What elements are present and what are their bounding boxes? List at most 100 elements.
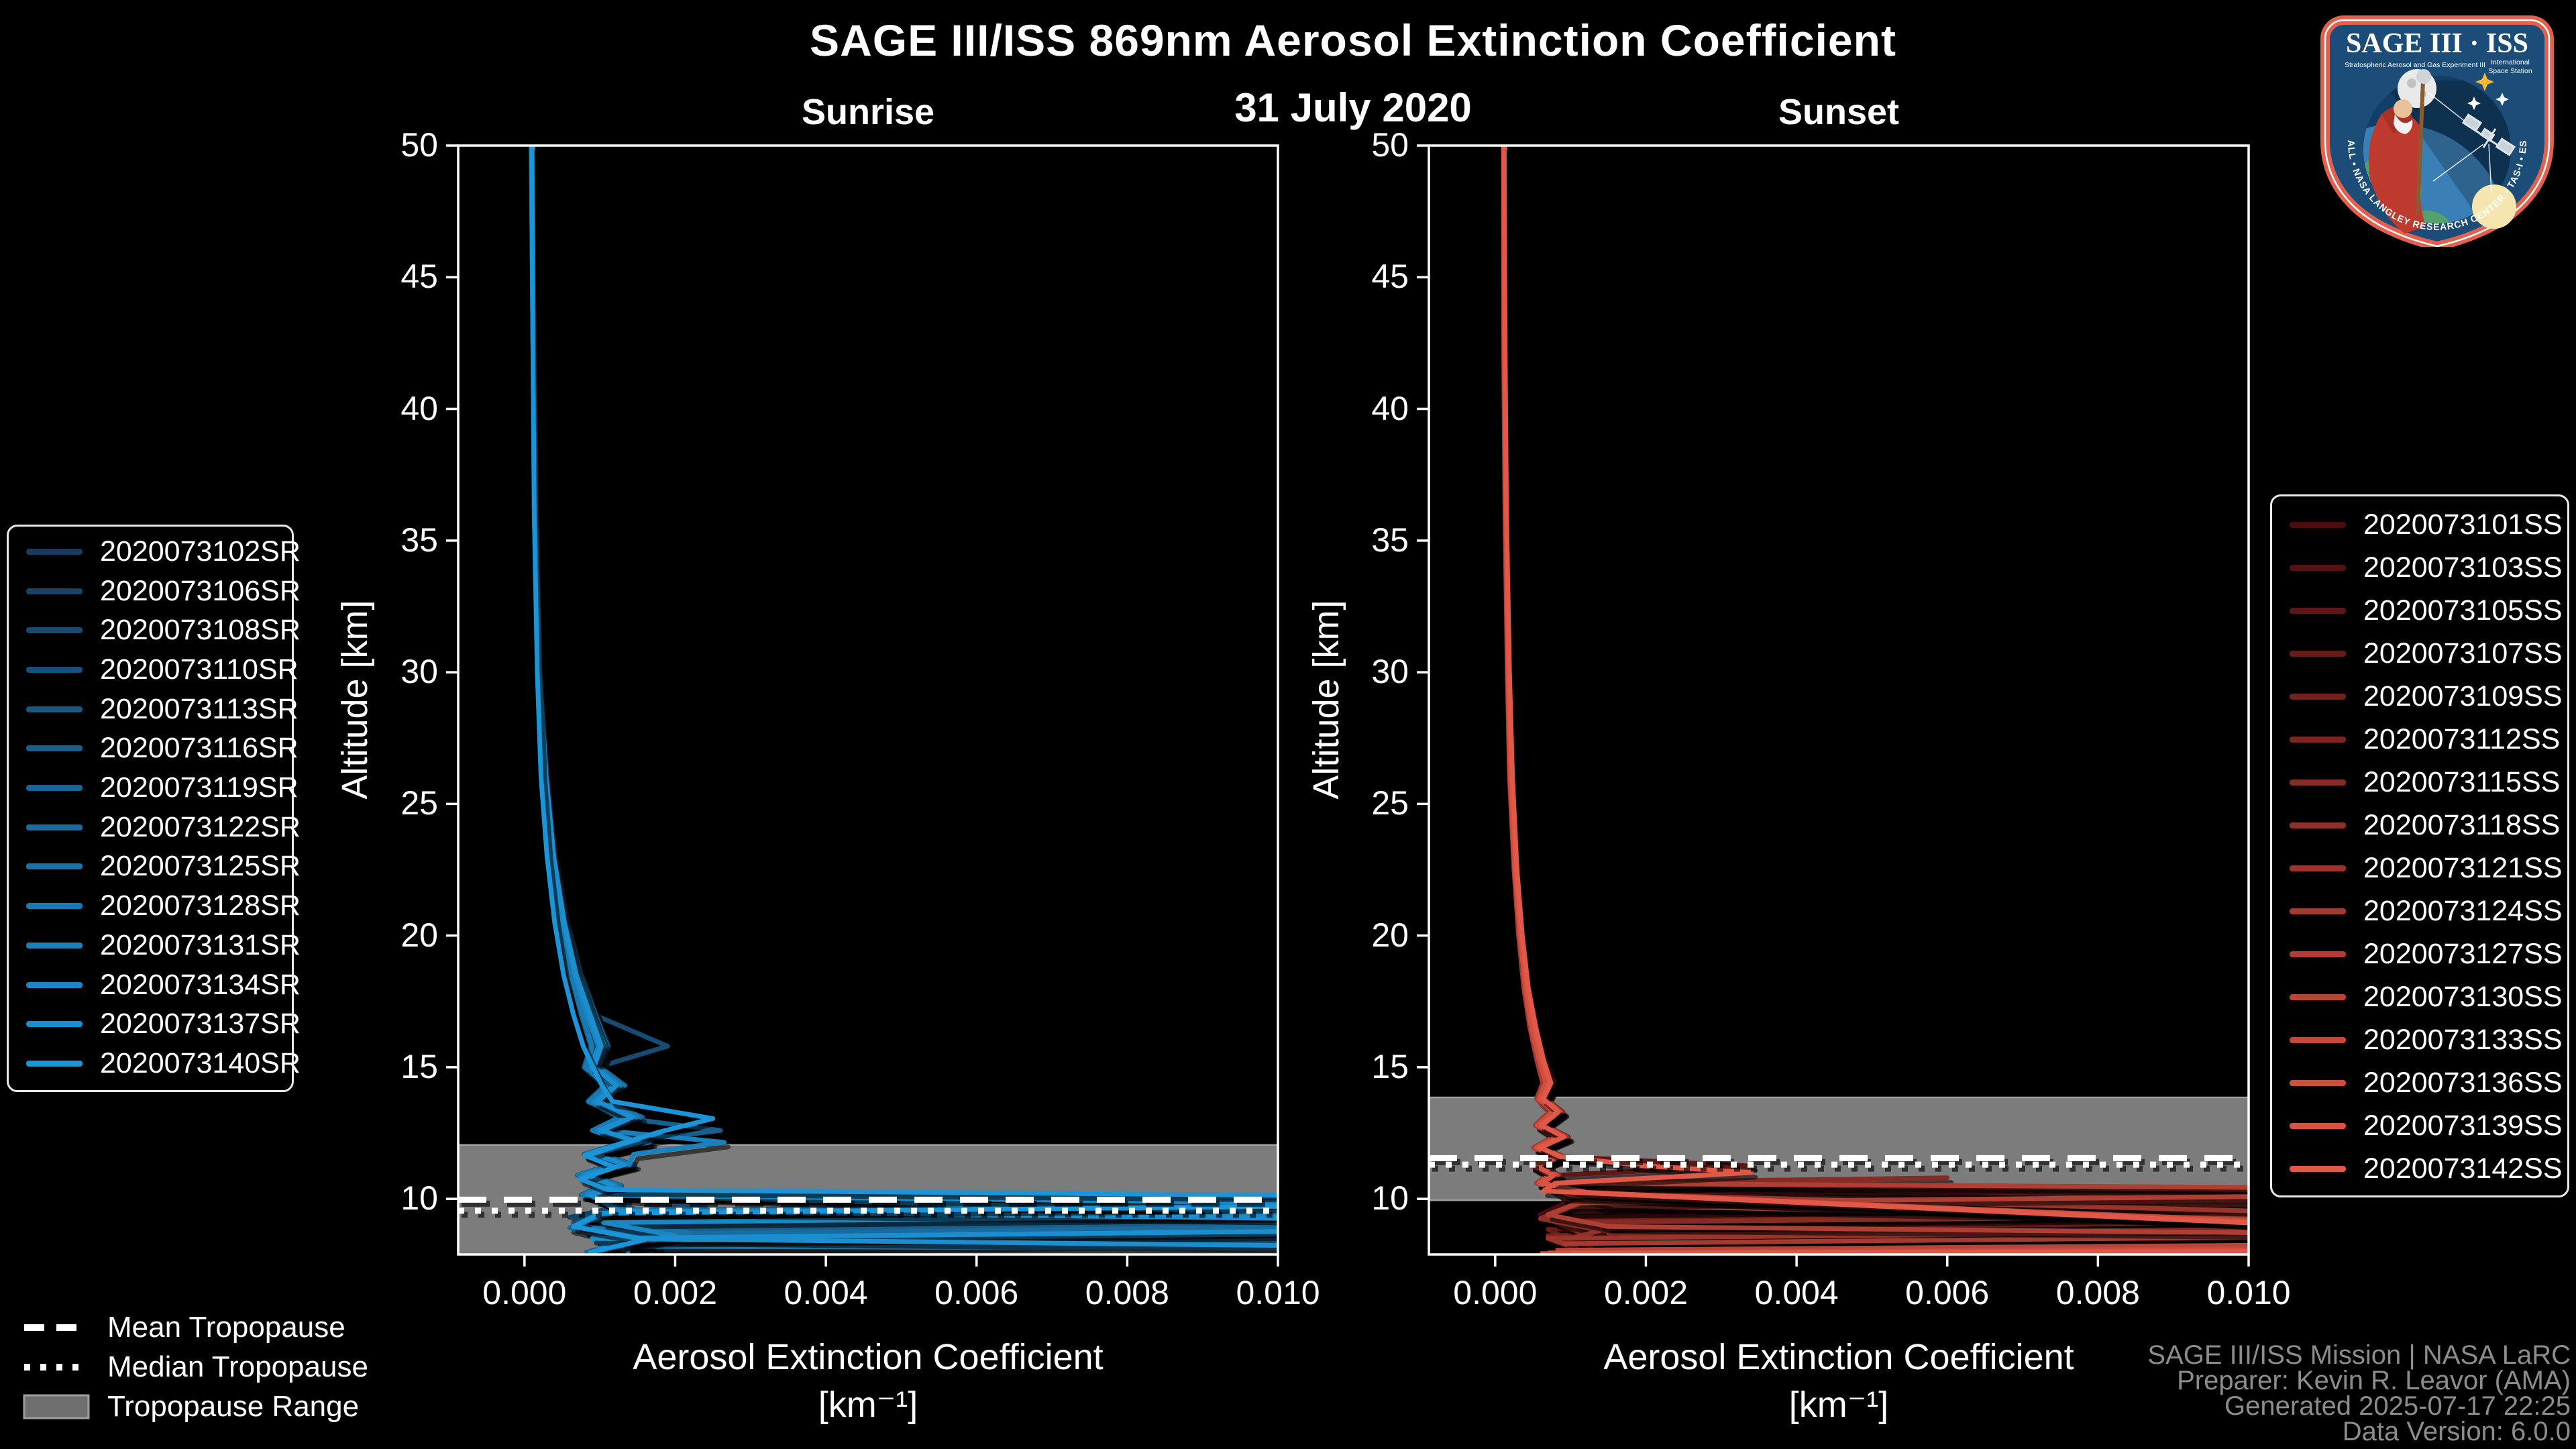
profile-line-2020073122SR xyxy=(529,146,1278,1250)
logo-subtitle-left: Stratospheric Aerosol and Gas Experiment… xyxy=(2345,61,2485,69)
patch-figure xyxy=(2368,69,2431,233)
legend-item: 2020073105SS xyxy=(2272,589,2567,632)
legend-line-swatch xyxy=(26,785,83,792)
legend-item-label: 2020073130SS xyxy=(2363,980,2563,1013)
legend-item-label: 2020073107SS xyxy=(2363,637,2563,669)
legend-item-label: 2020073110SR xyxy=(100,653,299,686)
legend-item: 2020073112SS xyxy=(2272,718,2567,761)
legend-item-label: 2020073137SR xyxy=(100,1008,301,1040)
legend-item: 2020073125SR xyxy=(9,847,301,887)
legend-item-label: 2020073140SR xyxy=(100,1046,301,1079)
y-tick-label: 45 xyxy=(1371,258,1409,296)
x-tick-label: 0.008 xyxy=(2055,1274,2140,1311)
legend-item: 2020073110SR xyxy=(9,650,299,690)
legend-item: 2020073133SS xyxy=(2272,1018,2567,1061)
profile-shadow xyxy=(533,150,1278,1252)
legend-line-swatch xyxy=(2290,1036,2346,1043)
legend-item-label: Median Tropopause xyxy=(107,1350,368,1383)
profile-shadow xyxy=(533,150,1278,1251)
legend-item: 2020073127SS xyxy=(2272,932,2567,975)
profile-shadow xyxy=(534,150,1278,1254)
legend-line-swatch xyxy=(2290,779,2346,786)
legend-item-label: 2020073105SS xyxy=(2363,594,2563,627)
patch-inner-ring xyxy=(2324,19,2551,247)
x-tick-label: 0.002 xyxy=(1603,1274,1688,1311)
y-tick-label: 30 xyxy=(400,653,438,691)
legend-item: 2020073101SS xyxy=(2272,503,2567,546)
profile-shadow xyxy=(534,150,1278,1254)
legend-item-mean-tropopause: Mean Tropopause xyxy=(23,1307,368,1347)
legend-item-label: 2020073134SR xyxy=(100,968,301,1001)
legend-item: 2020073121SS xyxy=(2272,847,2567,890)
tropopause-legend: Mean Tropopause Median Tropopause Tropop… xyxy=(23,1307,368,1426)
y-tick-label: 10 xyxy=(400,1179,438,1218)
x-tick-label: 0.004 xyxy=(1754,1274,1839,1311)
sunrise-panel-title: Sunrise xyxy=(801,92,935,132)
profile-shadow xyxy=(533,150,1278,1254)
profile-shadow xyxy=(534,150,1278,1254)
legend-item-label: 2020073118SS xyxy=(2363,808,2561,841)
legend-item: 2020073131SR xyxy=(9,926,301,965)
y-tick-label: 25 xyxy=(1371,784,1409,822)
legend-line-swatch xyxy=(2290,908,2346,914)
legend-item: 2020073113SR xyxy=(9,690,299,729)
legend-item-label: 2020073127SS xyxy=(2363,937,2563,970)
legend-item-label: 2020073108SR xyxy=(100,614,301,647)
x-tick-label: 0.010 xyxy=(2206,1274,2291,1311)
profile-line-2020073106SR xyxy=(529,146,1278,1242)
profile-line-2020073140SR xyxy=(529,146,1278,1254)
x-tick-label: 0.002 xyxy=(633,1274,718,1311)
sage-iss-logo: SAGE III · ISS Stratospheric Aerosol and… xyxy=(2316,13,2554,247)
x-tick-label: 0.010 xyxy=(1236,1274,1320,1311)
profile-line-2020073142SS xyxy=(1501,146,2249,1254)
legend-item: 2020073103SS xyxy=(2272,546,2567,589)
profile-line-2020073113SR xyxy=(530,146,1278,1254)
legend-item-label: 2020073119SR xyxy=(100,771,299,804)
legend-item-label: 2020073136SS xyxy=(2363,1066,2563,1099)
legend-item-label: 2020073115SS xyxy=(2363,765,2561,798)
legend-item-label: 2020073103SS xyxy=(2363,551,2563,584)
page-title: SAGE III/ISS 869nm Aerosol Extinction Co… xyxy=(810,15,1896,65)
profile-line-2020073137SR xyxy=(529,146,1278,1248)
legend-line-swatch xyxy=(26,1060,83,1067)
y-tick-label: 50 xyxy=(400,126,438,164)
legend-item: 2020073102SR xyxy=(9,532,301,572)
legend-item-tropopause-range: Tropopause Range xyxy=(23,1387,368,1426)
legend-line-swatch xyxy=(2290,822,2346,828)
legend-item: 2020073128SR xyxy=(9,886,301,926)
profile-shadow xyxy=(533,150,1278,1254)
legend-line-swatch xyxy=(26,588,83,594)
legend-line-swatch xyxy=(2290,951,2346,957)
y-tick-label: 35 xyxy=(1371,521,1409,559)
profile-line-2020073128SR xyxy=(529,146,1278,1254)
profile-shadow xyxy=(533,150,1278,1248)
legend-item-label: 2020073106SR xyxy=(100,574,301,607)
y-tick-label: 40 xyxy=(1371,389,1409,427)
legend-line-swatch xyxy=(2290,607,2346,614)
legend-item: 2020073124SS xyxy=(2272,890,2567,932)
logo-subtitle-right-1: International xyxy=(2491,58,2530,66)
attribution-data-version: Data Version: 6.0.0 xyxy=(2342,1417,2571,1446)
legend-item: 2020073134SR xyxy=(9,965,301,1005)
legend-item: 2020073142SS xyxy=(2272,1147,2567,1190)
legend-item: 2020073137SR xyxy=(9,1004,301,1044)
patch-sun xyxy=(2472,184,2516,229)
logo-subtitle-right-2: Space Station xyxy=(2488,67,2532,75)
x-tick-label: 0.000 xyxy=(482,1274,567,1311)
plot-border xyxy=(1428,144,2250,1256)
legend-line-swatch xyxy=(26,706,83,712)
x-tick-label: 0.000 xyxy=(1453,1274,1538,1311)
profile-line-2020073116SR xyxy=(529,146,1278,1246)
legend-item: 2020073109SS xyxy=(2272,675,2567,718)
profile-line-2020073125SR xyxy=(530,146,1278,1251)
legend-item-label: 2020073102SR xyxy=(100,535,301,568)
legend-item: 2020073116SR xyxy=(9,729,299,769)
legend-line-swatch xyxy=(2290,650,2346,657)
profile-shadow xyxy=(533,150,1278,1254)
legend-line-swatch xyxy=(2290,994,2346,1000)
attribution-preparer: Preparer: Kevin R. Leavor (AMA) xyxy=(2177,1366,2571,1395)
sunrise-legend: 2020073102SR 2020073106SR 2020073108SR 2020… xyxy=(7,525,301,1092)
sunset-panel-title: Sunset xyxy=(1778,92,1900,132)
legend-line-swatch xyxy=(26,824,83,830)
